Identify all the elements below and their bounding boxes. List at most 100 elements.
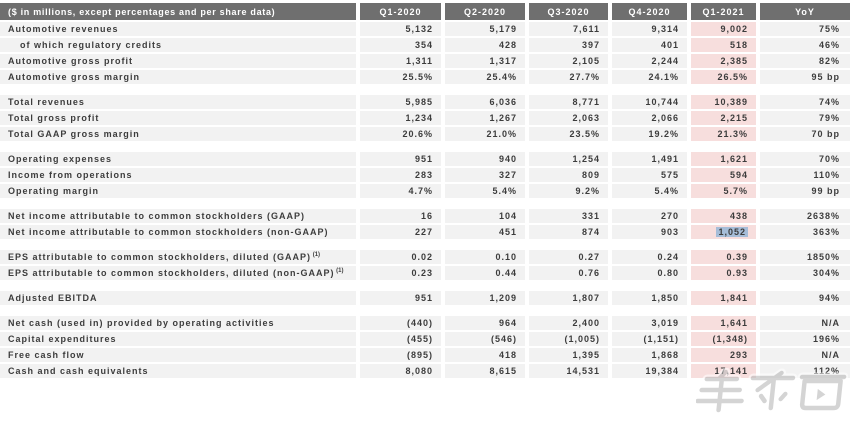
value-cell: 2,105 (525, 54, 608, 68)
value-cell: 0.76 (525, 266, 608, 280)
value-cell: 940 (441, 152, 525, 166)
table-row: Total GAAP gross margin 20.6% 21.0% 23.5% 19… (0, 127, 850, 141)
value-cell: 25.5% (356, 70, 441, 84)
table-row: Operating margin 4.7% 5.4% 9.2% 5.4% 5.7% 99 b… (0, 184, 850, 198)
value-cell: 25.4% (441, 70, 525, 84)
value-cell: 26.5% (687, 70, 756, 84)
value-cell: 16 (356, 209, 441, 223)
value-cell: 0.44 (441, 266, 525, 280)
value-cell: 5,179 (441, 22, 525, 36)
value-cell: 951 (356, 152, 441, 166)
row-label: Total GAAP gross margin (0, 127, 356, 141)
value-cell: 0.10 (441, 250, 525, 264)
value-cell: 1,491 (608, 152, 687, 166)
row-label: Automotive gross profit (0, 54, 356, 68)
spacer-cell (0, 143, 850, 150)
value-cell: 6,036 (441, 95, 525, 109)
value-cell: (1,348) (687, 332, 756, 346)
value-cell: 19.2% (608, 127, 687, 141)
table-row: Free cash flow (895) 418 1,395 1,868 293 N/A (0, 348, 850, 362)
value-cell: 8,771 (525, 95, 608, 109)
value-cell: 70% (756, 152, 850, 166)
value-cell: 75% (756, 22, 850, 36)
value-cell: 401 (608, 38, 687, 52)
value-cell: 2638% (756, 209, 850, 223)
value-cell: 1,395 (525, 348, 608, 362)
table-row: Total gross profit 1,234 1,267 2,063 2,066 2,… (0, 111, 850, 125)
value-cell: 418 (441, 348, 525, 362)
column-header-q1-2020: Q1-2020 (356, 3, 441, 20)
value-cell: 293 (687, 348, 756, 362)
spacer-cell (0, 86, 850, 93)
column-header-q4-2020: Q4-2020 (608, 3, 687, 20)
spacer-row (0, 200, 850, 207)
row-label: EPS attributable to common stockholders,… (0, 250, 356, 264)
column-header-q3-2020: Q3-2020 (525, 3, 608, 20)
row-label: Capital expenditures (0, 332, 356, 346)
value-cell: 951 (356, 291, 441, 305)
value-cell: 0.23 (356, 266, 441, 280)
value-cell: 1,641 (687, 316, 756, 330)
row-label: Total gross profit (0, 111, 356, 125)
column-header-yoy: YoY (756, 3, 850, 20)
value-cell: 0.39 (687, 250, 756, 264)
row-label: Operating margin (0, 184, 356, 198)
table-row: Automotive gross margin 25.5% 25.4% 27.7% 24… (0, 70, 850, 84)
value-cell: 874 (525, 225, 608, 239)
row-label: Automotive gross margin (0, 70, 356, 84)
value-cell: 518 (687, 38, 756, 52)
value-cell: 428 (441, 38, 525, 52)
value-cell: 397 (525, 38, 608, 52)
column-header-q2-2020: Q2-2020 (441, 3, 525, 20)
value-cell: 46% (756, 38, 850, 52)
value-cell: 1,850 (608, 291, 687, 305)
value-cell: 5.4% (441, 184, 525, 198)
footnote-marker: (1) (334, 268, 344, 274)
value-cell: (1,005) (525, 332, 608, 346)
spacer-row (0, 143, 850, 150)
value-cell: 2,066 (608, 111, 687, 125)
value-cell: 1,209 (441, 291, 525, 305)
value-cell: (440) (356, 316, 441, 330)
value-cell: 94% (756, 291, 850, 305)
value-cell: 5.7% (687, 184, 756, 198)
row-label: Cash and cash equivalents (0, 364, 356, 378)
value-cell: 0.80 (608, 266, 687, 280)
value-cell: (546) (441, 332, 525, 346)
spacer-row (0, 241, 850, 248)
value-cell: 2,385 (687, 54, 756, 68)
table-row: Capital expenditures (455) (546) (1,005) (1,… (0, 332, 850, 346)
value-cell: 1,254 (525, 152, 608, 166)
table-row: Automotive revenues 5,132 5,179 7,611 9,314 9… (0, 22, 850, 36)
value-cell: 0.93 (687, 266, 756, 280)
value-cell: 21.0% (441, 127, 525, 141)
row-label: of which regulatory credits (0, 38, 356, 52)
table-row: Adjusted EBITDA 951 1,209 1,807 1,850 1,841 94… (0, 291, 850, 305)
table-row: EPS attributable to common stockholders,… (0, 250, 850, 264)
value-cell: 70 bp (756, 127, 850, 141)
value-cell: 23.5% (525, 127, 608, 141)
value-cell: 3,019 (608, 316, 687, 330)
value-cell: 10,744 (608, 95, 687, 109)
value-cell: 283 (356, 168, 441, 182)
value-cell: 0.24 (608, 250, 687, 264)
column-header-q1-2021: Q1-2021 (687, 3, 756, 20)
value-cell: 74% (756, 95, 850, 109)
value-cell: 2,215 (687, 111, 756, 125)
footnote-marker: (1) (311, 252, 321, 258)
spacer-row (0, 282, 850, 289)
value-cell: 9.2% (525, 184, 608, 198)
value-cell: 327 (441, 168, 525, 182)
value-cell: 964 (441, 316, 525, 330)
table-row: Operating expenses 951 940 1,254 1,491 1,621 7… (0, 152, 850, 166)
value-cell: 594 (687, 168, 756, 182)
value-cell: 9,314 (608, 22, 687, 36)
spacer-cell (0, 241, 850, 248)
value-cell: 1,234 (356, 111, 441, 125)
value-cell: 0.02 (356, 250, 441, 264)
table-row: Cash and cash equivalents 8,080 8,615 14,53… (0, 364, 850, 378)
value-cell: 4.7% (356, 184, 441, 198)
spacer-cell (0, 307, 850, 314)
value-cell: 1,621 (687, 152, 756, 166)
